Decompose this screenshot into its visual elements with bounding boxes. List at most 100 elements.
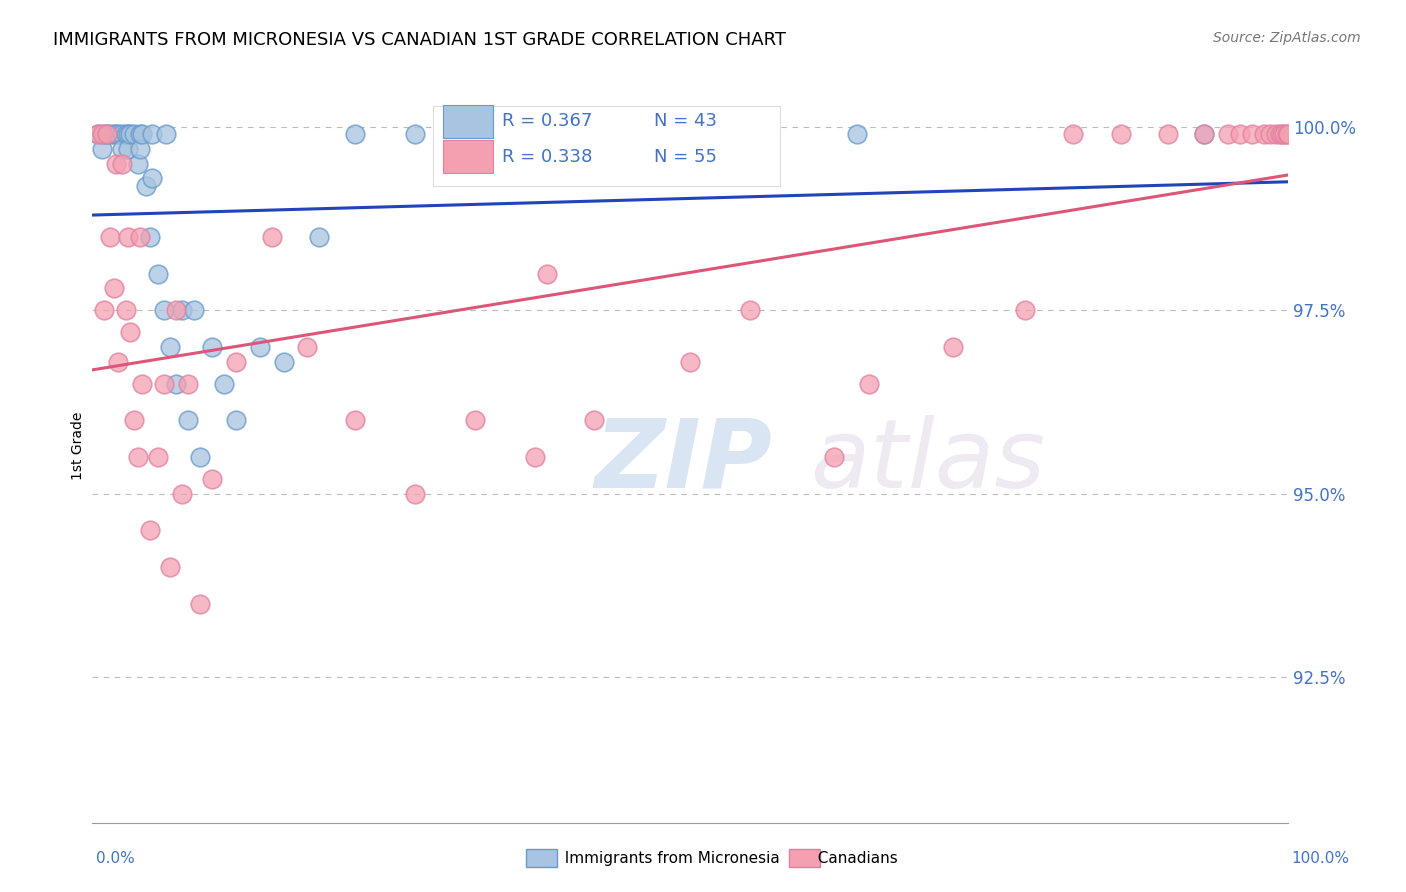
Point: [93, 303, 115, 318]
Point: [404, 128, 426, 142]
Text: 0.0%: 0.0%: [96, 851, 135, 865]
Point: [1062, 128, 1084, 142]
FancyBboxPatch shape: [443, 104, 492, 138]
Point: [103, 128, 125, 142]
Point: [98, 128, 121, 142]
Point: [105, 128, 128, 142]
Point: [188, 450, 211, 464]
Point: [153, 376, 176, 391]
Point: [96, 128, 118, 142]
Text: R = 0.367: R = 0.367: [502, 112, 593, 130]
Point: [464, 413, 486, 427]
Point: [523, 450, 546, 464]
Point: [120, 128, 142, 142]
FancyBboxPatch shape: [526, 849, 557, 867]
Point: [1014, 303, 1036, 318]
Point: [273, 355, 295, 369]
Point: [117, 142, 139, 156]
Point: [146, 267, 169, 281]
Point: [129, 142, 152, 156]
Point: [107, 128, 129, 142]
Point: [344, 128, 367, 142]
Point: [155, 128, 177, 142]
Point: [583, 413, 606, 427]
Point: [201, 472, 224, 486]
Point: [107, 355, 129, 369]
Point: [87, 128, 110, 142]
Point: [117, 128, 139, 142]
Point: [117, 230, 139, 244]
Point: [122, 128, 145, 142]
Text: IMMIGRANTS FROM MICRONESIA VS CANADIAN 1ST GRADE CORRELATION CHART: IMMIGRANTS FROM MICRONESIA VS CANADIAN 1…: [53, 31, 786, 49]
Point: [127, 450, 149, 464]
Point: [165, 376, 187, 391]
Point: [679, 355, 702, 369]
Point: [846, 128, 869, 142]
Point: [1271, 128, 1294, 142]
Point: [823, 450, 845, 464]
Point: [201, 340, 224, 354]
Point: [1253, 128, 1275, 142]
Point: [1229, 128, 1251, 142]
Point: [177, 376, 200, 391]
Text: 100.0%: 100.0%: [1292, 851, 1350, 865]
Text: Source: ZipAtlas.com: Source: ZipAtlas.com: [1213, 31, 1361, 45]
Point: [212, 376, 235, 391]
Point: [1241, 128, 1264, 142]
Point: [90, 128, 112, 142]
Point: [260, 230, 283, 244]
Point: [188, 597, 211, 611]
Point: [129, 230, 152, 244]
Point: [159, 560, 181, 574]
Text: atlas: atlas: [810, 415, 1045, 508]
Text: N = 55: N = 55: [654, 148, 717, 166]
FancyBboxPatch shape: [789, 849, 820, 867]
Point: [131, 376, 153, 391]
Point: [103, 281, 125, 295]
Point: [114, 128, 136, 142]
Point: [177, 413, 200, 427]
Point: [98, 230, 121, 244]
Point: [1218, 128, 1240, 142]
Point: [1157, 128, 1180, 142]
Point: [131, 128, 153, 142]
Point: [1258, 128, 1281, 142]
Point: [111, 142, 134, 156]
Point: [111, 128, 134, 142]
Point: [114, 303, 136, 318]
Point: [138, 523, 160, 537]
Point: [249, 340, 271, 354]
Point: [93, 128, 115, 142]
FancyBboxPatch shape: [443, 140, 492, 173]
Point: [129, 128, 152, 142]
Point: [138, 230, 160, 244]
Point: [1274, 128, 1296, 142]
Point: [90, 142, 112, 156]
Point: [159, 340, 181, 354]
Point: [87, 128, 110, 142]
Text: Immigrants from Micronesia: Immigrants from Micronesia: [555, 851, 780, 865]
Point: [308, 230, 330, 244]
Point: [1109, 128, 1132, 142]
Y-axis label: 1st Grade: 1st Grade: [72, 412, 86, 480]
Point: [153, 303, 176, 318]
Point: [141, 171, 163, 186]
Point: [523, 128, 546, 142]
Text: Canadians: Canadians: [808, 851, 898, 865]
Point: [225, 413, 247, 427]
Point: [1268, 128, 1291, 142]
FancyBboxPatch shape: [433, 106, 780, 186]
Text: ZIP: ZIP: [595, 415, 772, 508]
Point: [1194, 128, 1216, 142]
Point: [1194, 128, 1216, 142]
Point: [170, 303, 193, 318]
Point: [1265, 128, 1288, 142]
Point: [170, 486, 193, 500]
Point: [141, 128, 163, 142]
Point: [183, 303, 205, 318]
Point: [146, 450, 169, 464]
Point: [111, 157, 134, 171]
Text: R = 0.338: R = 0.338: [502, 148, 593, 166]
Point: [105, 157, 128, 171]
Point: [96, 128, 118, 142]
